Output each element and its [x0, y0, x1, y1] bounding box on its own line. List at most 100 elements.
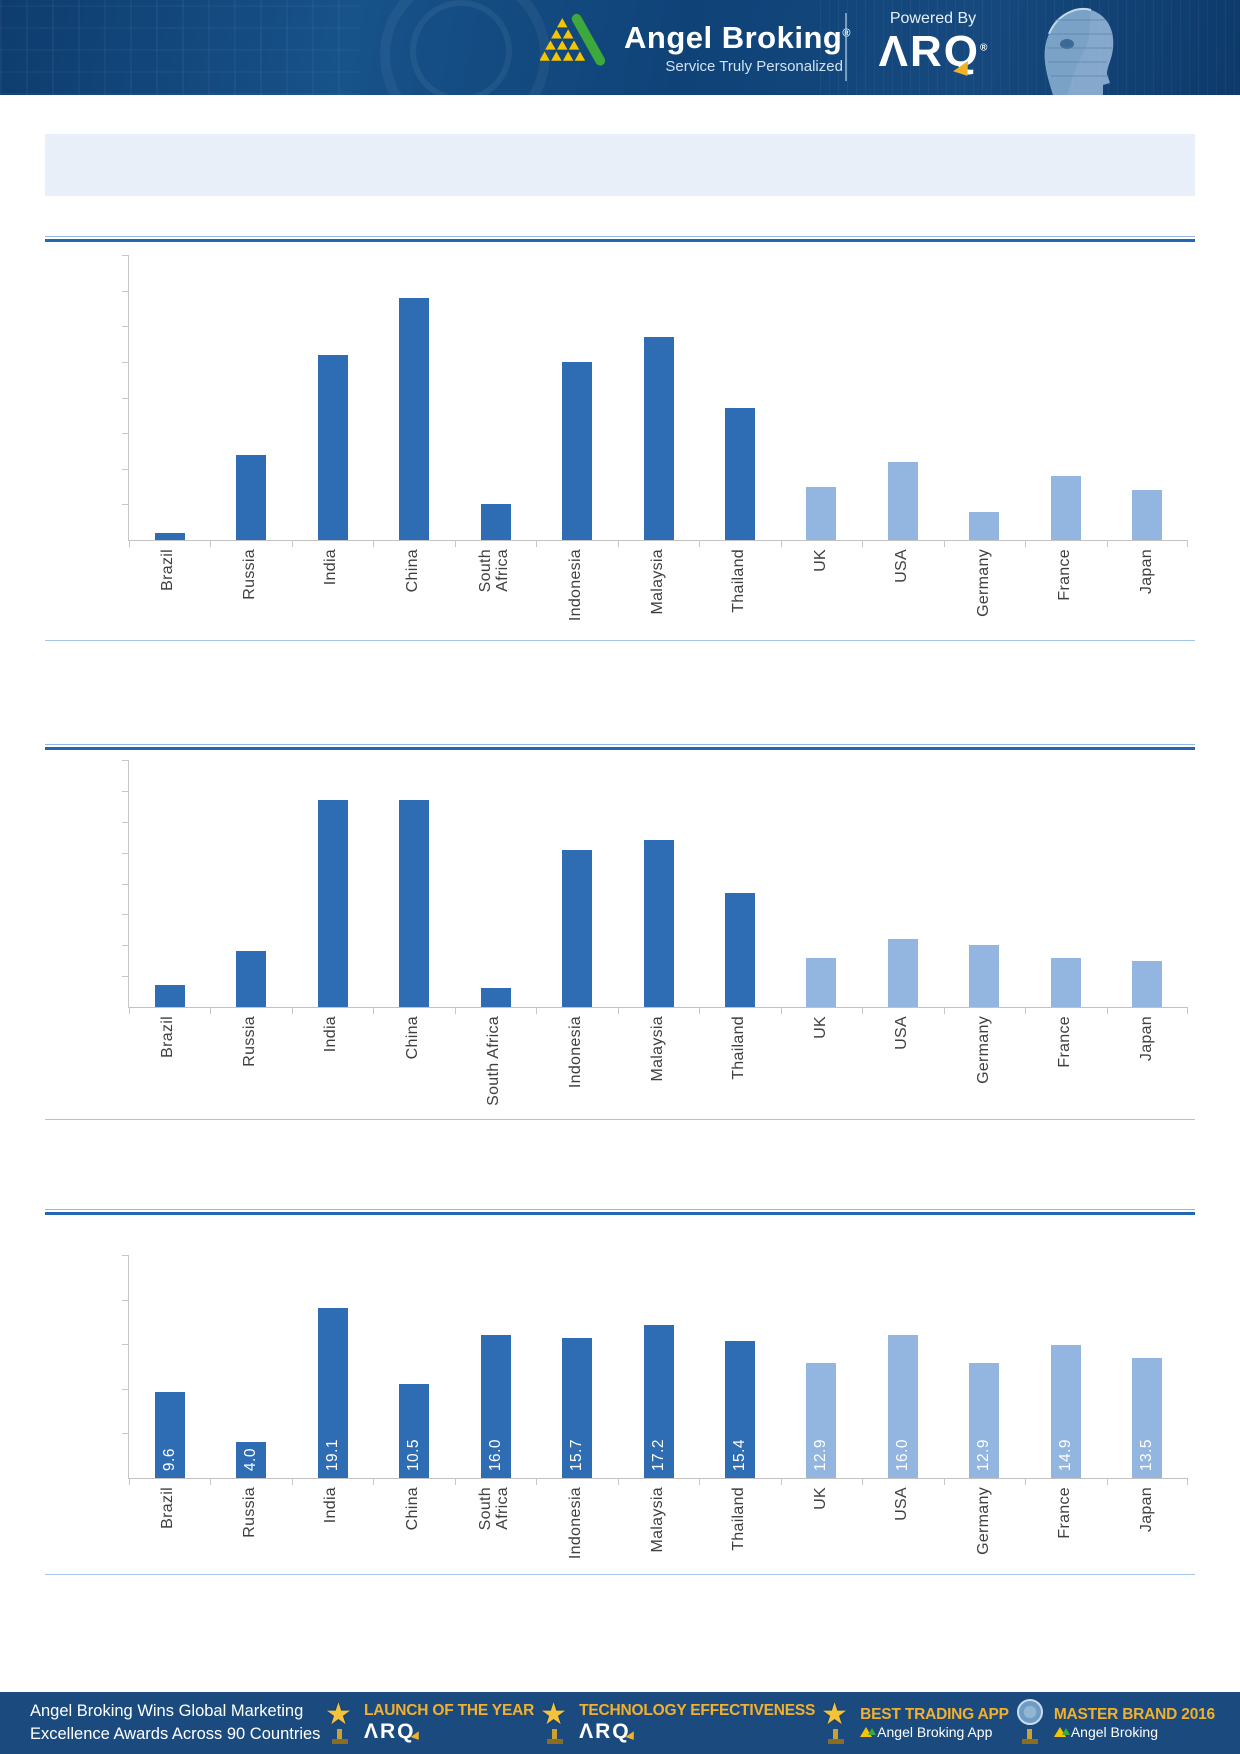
brand-tagline: Service Truly Personalized [665, 57, 843, 75]
category-label-line: South Africa [485, 1016, 503, 1106]
bar-value-label: 16.0 [486, 1438, 504, 1471]
bar-slot [129, 760, 210, 1007]
category-label-line: Africa [494, 549, 512, 592]
bar-slot: 17.2 [618, 1255, 699, 1478]
category-label-brazil: Brazil [128, 549, 210, 635]
category-label-line: South [476, 1487, 494, 1531]
y-axis-tick [122, 1299, 129, 1301]
chart2-plot-area [122, 760, 1188, 1014]
category-label-china: China [373, 1487, 455, 1573]
x-axis-tick [1025, 1007, 1027, 1014]
bar-russia: 4.0 [236, 1442, 267, 1478]
bar-usa [887, 461, 918, 540]
footer-claim-text: Angel Broking Wins Global Marketing Exce… [30, 1700, 322, 1746]
award-master-brand-2016: MASTER BRAND 2016 Angel Broking [1015, 1699, 1215, 1745]
bar-slot [618, 760, 699, 1007]
category-label-line: India [322, 1016, 340, 1053]
category-label-india: India [291, 1487, 373, 1573]
brand-name: Angel Broking® [624, 20, 851, 56]
bar-germany [969, 945, 1000, 1007]
award-best-trading-app: ★ BEST TRADING APP Angel Broking App [821, 1698, 1009, 1745]
bar-uk [806, 486, 837, 540]
bar-france [1050, 957, 1081, 1007]
bar-slot [944, 760, 1025, 1007]
x-axis-tick [291, 1007, 293, 1014]
category-label-line: USA [893, 549, 911, 583]
y-axis-tick [122, 976, 129, 978]
chart1-bottom-rule [45, 640, 1195, 641]
bar-slot [1107, 760, 1188, 1007]
category-label-line: Brazil [159, 1016, 177, 1058]
y-axis-tick [122, 433, 129, 435]
category-label-south-africa: South Africa [454, 1487, 536, 1573]
category-label-line: China [403, 549, 421, 593]
y-axis-tick [122, 852, 129, 854]
x-axis-tick [699, 540, 701, 547]
x-axis-tick [291, 1478, 293, 1485]
bar-value-label: 17.2 [649, 1438, 667, 1471]
category-label-line: UK [811, 1016, 829, 1039]
award-title: TECHNOLOGY EFFECTIVENESS [579, 1702, 816, 1720]
category-label-line: India [322, 549, 340, 586]
bar-slot [455, 255, 536, 540]
bars-container [129, 255, 1188, 540]
footer-claim-line1: Angel Broking Wins Global Marketing [30, 1701, 304, 1720]
header-pattern-right [820, 0, 1240, 95]
category-label-uk: UK [780, 549, 862, 635]
category-label-russia: Russia [210, 1487, 292, 1573]
bar-slot [781, 255, 862, 540]
bar-value-label: 4.0 [242, 1447, 260, 1471]
category-label-germany: Germany [943, 1016, 1025, 1116]
bar-malaysia [643, 840, 674, 1007]
category-label-line: Brazil [159, 549, 177, 591]
category-label-line: Indonesia [567, 1016, 585, 1089]
x-axis-tick [373, 1007, 375, 1014]
x-axis-tick [536, 1007, 538, 1014]
y-axis-tick [122, 1388, 129, 1390]
y-axis-tick [122, 361, 129, 363]
x-axis-tick [536, 540, 538, 547]
category-label-line: Indonesia [567, 549, 585, 622]
chart3-plot-area: 9.6 4.0 19.1 10.5 16.0 15.7 17.2 15.4 12.9 16.0 12… [122, 1255, 1188, 1485]
bar-france [1050, 475, 1081, 540]
x-axis-tick [943, 1007, 945, 1014]
bar-slot [292, 760, 373, 1007]
bar-value-label: 10.5 [405, 1438, 423, 1471]
bar-malaysia [643, 336, 674, 540]
category-label-line: Russia [240, 1487, 258, 1538]
bar-india [317, 800, 348, 1007]
category-label-line: USA [893, 1487, 911, 1521]
x-axis-tick [617, 1007, 619, 1014]
x-axis-tick [1187, 1007, 1188, 1014]
category-label-russia: Russia [210, 549, 292, 635]
category-label-line: Thailand [730, 1487, 748, 1551]
category-label-south-africa: South Africa [454, 549, 536, 635]
category-label-line: China [403, 1016, 421, 1060]
category-label-brazil: Brazil [128, 1487, 210, 1573]
y-axis-tick [122, 468, 129, 470]
y-axis-tick [122, 821, 129, 823]
header-circle-decoration-inner [410, 0, 512, 102]
bar-slot [1025, 760, 1106, 1007]
powered-by-label: Powered By [889, 10, 977, 27]
y-axis-tick [122, 1255, 129, 1256]
x-axis-tick [129, 1478, 130, 1485]
category-label-malaysia: Malaysia [617, 549, 699, 635]
x-axis-tick [699, 1007, 701, 1014]
awards-list: ★ LAUNCH OF THE YEAR ΛRQ ★ TECHNOLOGY EFFECT… [322, 1698, 1218, 1745]
bar-slot [536, 760, 617, 1007]
category-label-line: Malaysia [648, 1016, 666, 1082]
bar-uk: 12.9 [806, 1362, 837, 1478]
x-axis-tick [862, 540, 864, 547]
bar-germany: 12.9 [969, 1362, 1000, 1478]
bar-slot [373, 760, 454, 1007]
x-axis-tick [210, 1007, 212, 1014]
bar-slot [862, 760, 943, 1007]
x-axis-tick [943, 540, 945, 547]
x-axis-tick [780, 540, 782, 547]
category-label-france: France [1025, 549, 1107, 635]
category-label-line: Russia [240, 1016, 258, 1067]
category-label-line: China [403, 1487, 421, 1531]
bar-slot [373, 255, 454, 540]
page-header: Angel Broking® Service Truly Personalize… [0, 0, 1240, 140]
